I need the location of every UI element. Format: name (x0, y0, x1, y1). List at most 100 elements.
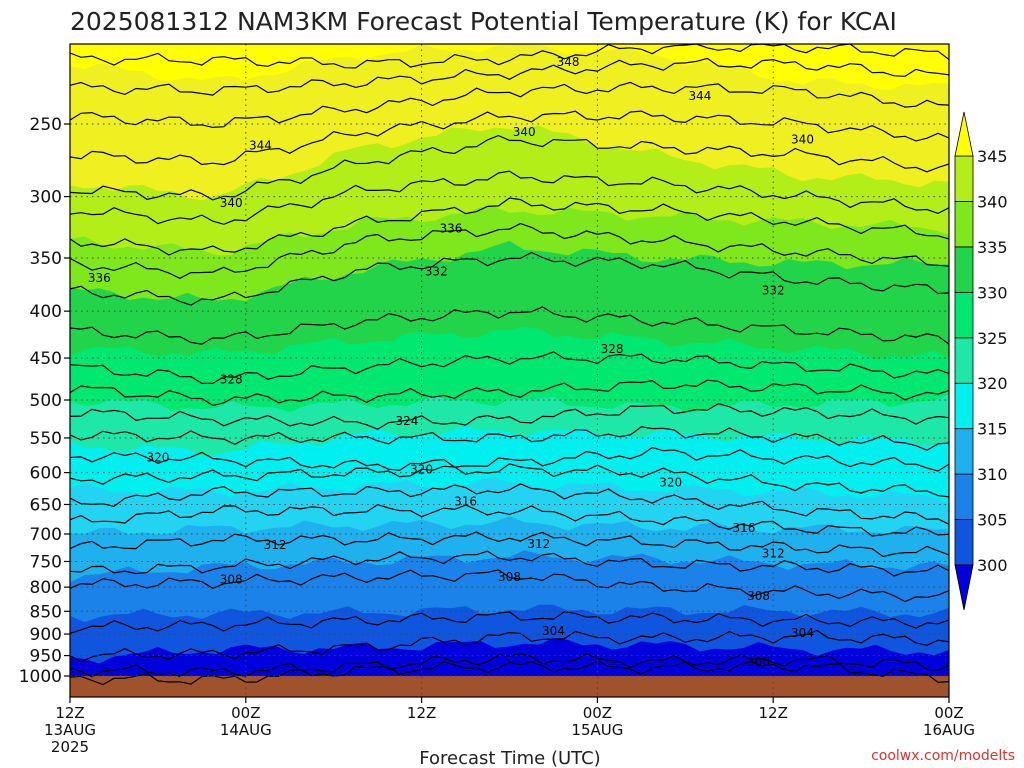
contour-label: 320 (410, 462, 433, 476)
contour-332 (69, 251, 950, 306)
colorbar: 300 305 310 315 320 325 330 335 340 345 (954, 111, 1008, 611)
contour-label: 308 (747, 589, 770, 603)
contour-330 (69, 306, 950, 345)
contour-314 (69, 503, 950, 537)
contour-label: 332 (425, 264, 448, 278)
contour-308 (69, 569, 950, 603)
contour-306 (69, 611, 950, 634)
contour-label-layer: 348 344 344 340 340 340 336 336 332 332 328 328 324 3… (88, 55, 814, 669)
colorbar-tick-label: 320 (977, 374, 1008, 393)
credit-text: coolwx.com/modelts (871, 748, 1015, 764)
colorbar-box-340 (954, 155, 974, 202)
contour-label: 336 (88, 271, 111, 285)
y-tick-label: 900 (30, 625, 62, 645)
colorbar-extend-top (954, 111, 974, 157)
y-tick-label: 950 (30, 647, 62, 667)
y-tick-label: 1000 (19, 667, 62, 687)
contour-label: 312 (762, 546, 785, 560)
contour-label: 320 (146, 451, 169, 465)
y-tick-label: 500 (30, 391, 62, 411)
contour-label: 304 (791, 626, 814, 640)
y-tick-label: 800 (30, 578, 62, 598)
contour-348 (69, 43, 950, 69)
contour-label: 336 (439, 221, 462, 235)
contour-302 (69, 652, 950, 678)
contour-328 (69, 351, 950, 385)
colorbar-box-315 (954, 382, 974, 430)
contour-304 (69, 629, 950, 663)
contour-342 (69, 110, 950, 166)
colorbar-tick-label: 335 (977, 238, 1008, 257)
ground-layer (70, 676, 949, 697)
contour-label: 308 (498, 570, 521, 584)
contour-label: 348 (557, 55, 580, 69)
contour-label: 320 (659, 475, 682, 489)
contour-318 (69, 463, 950, 498)
y-tick-label: 700 (30, 525, 62, 545)
x-tick-label: 2025 (51, 738, 89, 756)
colorbar-tick-label: 305 (977, 511, 1008, 530)
colorbar-box-320 (954, 337, 974, 384)
contour-label: 340 (220, 196, 243, 210)
y-tick-label: 850 (30, 602, 62, 622)
y-tick-label: 350 (30, 249, 62, 269)
contour-340 (69, 134, 950, 201)
colorbar-tick-label: 330 (977, 283, 1008, 302)
x-tick-label: 00Z (934, 704, 963, 722)
colorbar-box-305 (954, 473, 974, 520)
contour-312 (69, 531, 950, 558)
contour-label: 344 (688, 89, 711, 103)
colorbar-box-300 (954, 519, 974, 566)
colorbar-tick-label: 310 (977, 465, 1008, 484)
colorbar-tick-label: 325 (977, 329, 1008, 348)
colorbar-tick-label: 300 (977, 556, 1008, 575)
colorbar-tick-label: 315 (977, 420, 1008, 439)
grid-layer (69, 44, 950, 697)
ground-band (70, 676, 949, 697)
contour-300 (69, 660, 950, 686)
y-tick-label: 600 (30, 464, 62, 484)
colorbar-tick-label: 340 (977, 192, 1008, 211)
contour-label: 312 (264, 538, 287, 552)
contour-label: 344 (249, 139, 272, 153)
y-tick-label: 400 (30, 302, 62, 322)
contour-322 (69, 426, 950, 451)
contour-label: 340 (513, 125, 536, 139)
x-tick-label: 12Z (407, 704, 436, 722)
x-axis-label: Forecast Time (UTC) (419, 748, 600, 768)
x-tick-label: 15AUG (571, 721, 623, 739)
contour-326 (69, 379, 950, 407)
contour-label: 328 (220, 373, 243, 387)
x-tick-label: 00Z (231, 704, 260, 722)
contour-346 (69, 57, 950, 96)
x-tick-label: 12Z (55, 704, 84, 722)
colorbar-box-310 (954, 428, 974, 475)
y-tick-label: 650 (30, 495, 62, 515)
contour-320 (69, 446, 950, 472)
colorbar-box-335 (954, 201, 974, 248)
contour-label: 340 (791, 133, 814, 147)
contour-338 (69, 170, 950, 225)
x-tick-label: 14AUG (220, 721, 272, 739)
colorbar-extend-bottom (954, 564, 974, 611)
contour-310 (69, 550, 950, 577)
x-tick-label: 13AUG (44, 721, 96, 739)
contour-334 (69, 222, 950, 279)
chart-title: 2025081312 NAM3KM Forecast Potential Tem… (70, 7, 897, 36)
x-tick-label: 16AUG (923, 721, 975, 739)
colorbar-tick-label: 345 (977, 147, 1008, 166)
contour-label: 316 (732, 521, 755, 535)
contour-336 (69, 197, 950, 256)
contour-label: 328 (601, 342, 624, 356)
colorbar-box-325 (954, 291, 974, 339)
plot-frame (69, 43, 950, 698)
x-tick-label: 00Z (583, 704, 612, 722)
contour-316 (69, 483, 950, 525)
y-tick-label: 450 (30, 349, 62, 369)
contour-324 (69, 403, 950, 430)
contour-label: 312 (527, 537, 550, 551)
x-tick-label: 12Z (759, 704, 788, 722)
contour-344 (69, 81, 950, 129)
